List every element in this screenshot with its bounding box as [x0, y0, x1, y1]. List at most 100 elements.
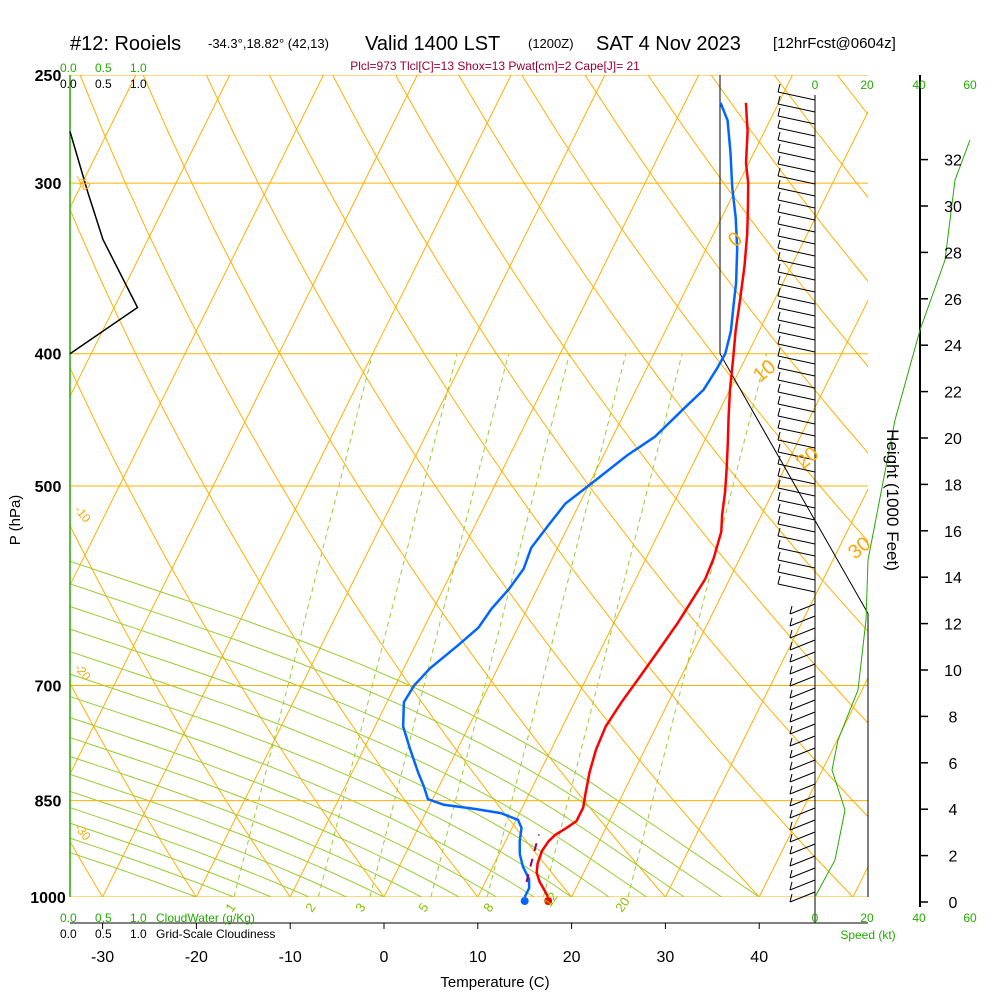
isotherm-line	[102, 75, 512, 897]
barb-flag	[777, 371, 781, 381]
pressure-tick-label: 500	[35, 479, 62, 496]
barb-staff	[777, 211, 816, 221]
dry-adiabat-line	[142, 75, 666, 897]
temp-tick-label: -20	[185, 949, 208, 966]
height-tick-label: 22	[944, 385, 962, 402]
wind-barb	[789, 675, 816, 687]
barb-flag	[777, 107, 781, 117]
barb-staff	[777, 475, 816, 485]
barb-flag	[777, 323, 781, 333]
mixing-ratio-label: 5	[415, 900, 431, 915]
barb-staff	[777, 295, 816, 305]
barb-staff	[777, 391, 816, 401]
height-tick-label: 6	[949, 756, 958, 773]
barb-flag	[777, 143, 781, 153]
moist-adiabat-line	[70, 673, 572, 897]
isotherm-line	[70, 75, 324, 587]
cloudwater-tick-1-bottom: 0.5	[95, 911, 112, 925]
barb-flag	[777, 419, 781, 429]
wind-speed-line	[814, 139, 971, 898]
dry-adiabat-label: 10	[749, 356, 780, 387]
barb-staff	[789, 735, 816, 747]
wind-barb	[789, 879, 816, 891]
barb-staff	[789, 663, 816, 675]
moist-adiabat-line	[70, 560, 760, 897]
station-title: #12: Rooiels	[70, 33, 181, 55]
profile-line-1	[401, 102, 739, 898]
wind-barb	[777, 107, 816, 125]
grid-lines	[0, 75, 868, 897]
barb-flag	[789, 749, 793, 759]
wind-barb	[789, 891, 816, 903]
barb-staff	[777, 535, 816, 545]
wind-barb	[777, 371, 816, 389]
surface-dewpoint-marker	[520, 897, 529, 905]
barb-flag	[789, 857, 793, 867]
barb-staff	[777, 451, 816, 461]
wind-barb	[777, 119, 816, 137]
barb-flag	[777, 539, 781, 549]
barb-staff	[777, 139, 816, 149]
barb-staff	[777, 307, 816, 317]
barb-staff	[777, 511, 816, 521]
wind-barb	[789, 735, 816, 747]
barb-flag	[777, 95, 781, 105]
wind-barb	[789, 639, 816, 651]
sounding-params: Plcl=973 Tlcl[C]=13 Shox=13 Pwat[cm]=2 C…	[350, 59, 640, 73]
barb-staff	[777, 583, 816, 593]
cloudwater-tick-1-top: 0.5	[95, 61, 112, 75]
sounding-series	[69, 102, 971, 905]
wind-barb	[777, 359, 816, 377]
barb-staff	[777, 175, 816, 185]
barb-flag	[777, 215, 781, 225]
wind-barb	[777, 155, 816, 173]
wind-barb	[789, 699, 816, 711]
height-tick-label: 18	[944, 477, 962, 494]
wind-barb	[777, 575, 816, 593]
wind-barb	[789, 747, 816, 759]
barb-flag	[789, 761, 793, 771]
cloudiness-tick-1-top: 0.5	[95, 77, 112, 91]
barb-flag	[777, 515, 781, 525]
isotherm-label: -10	[72, 503, 94, 526]
barb-flag	[789, 617, 793, 627]
barb-flag	[777, 431, 781, 441]
isotherm-line	[758, 676, 868, 897]
valid-time: Valid 1400 LST	[365, 33, 500, 55]
wind-barb	[789, 795, 816, 807]
isotherm-line	[477, 110, 868, 897]
barb-staff	[789, 783, 816, 795]
barb-flag	[777, 335, 781, 345]
height-tick-label: 10	[944, 663, 962, 680]
wind-barb	[777, 347, 816, 365]
barb-staff	[789, 819, 816, 831]
barb-staff	[777, 499, 816, 509]
forecast-run: [12hrFcst@0604z]	[773, 35, 896, 52]
barb-staff	[777, 235, 816, 245]
barb-flag	[777, 443, 781, 453]
barb-staff	[789, 699, 816, 711]
surface-temp-marker	[544, 897, 553, 905]
wind-barb	[777, 167, 816, 185]
pressure-tick-label: 700	[35, 679, 62, 696]
barb-flag	[777, 467, 781, 477]
wind-barb	[789, 771, 816, 783]
mixing-ratio-label: 2	[302, 900, 318, 915]
wind-barb	[777, 443, 816, 461]
barb-staff	[777, 259, 816, 269]
plot-frame	[69, 75, 921, 924]
dry-adiabat-label: 0	[724, 228, 747, 252]
barb-flag	[777, 503, 781, 513]
wind-barb	[777, 527, 816, 545]
wind-barb	[777, 515, 816, 533]
dry-adiabat-line	[0, 75, 9, 897]
barb-flag	[789, 653, 793, 663]
barb-flag	[777, 407, 781, 417]
barb-staff	[777, 283, 816, 293]
barb-staff	[789, 867, 816, 879]
height-tick-label: 8	[949, 709, 958, 726]
mixing-ratio-line	[233, 353, 374, 897]
barb-flag	[789, 809, 793, 819]
wind-barb	[789, 783, 816, 795]
wind-barb	[777, 263, 816, 281]
